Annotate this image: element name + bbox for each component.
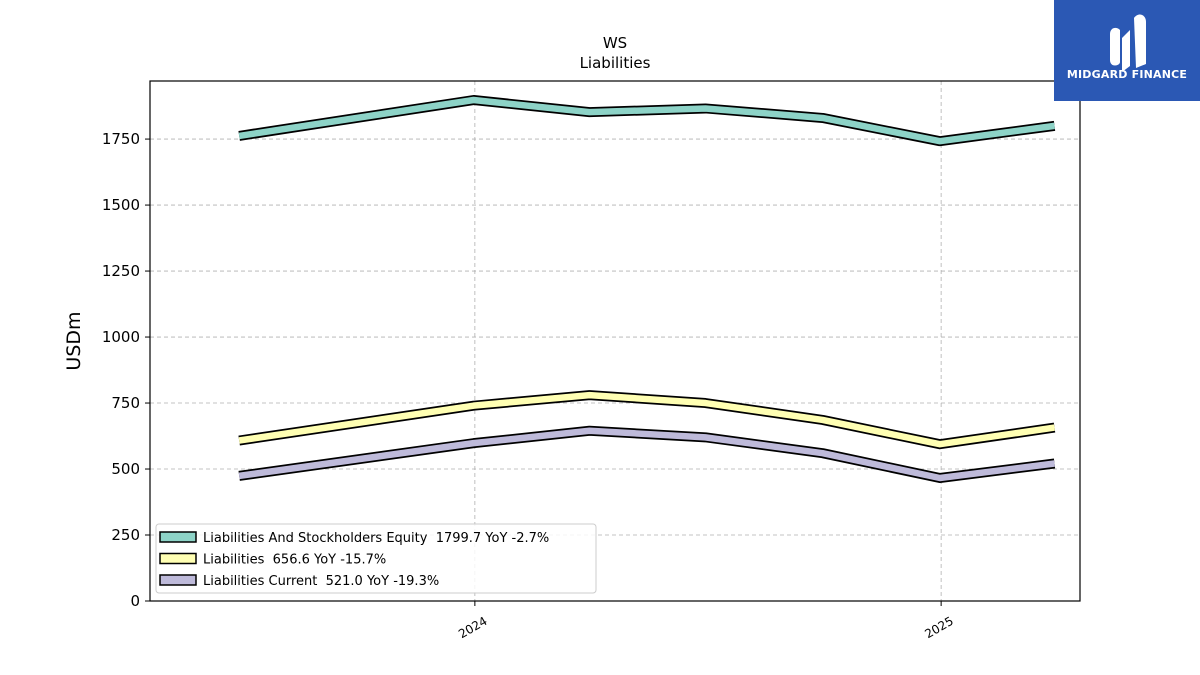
data-point (472, 442, 475, 445)
data-point (704, 107, 707, 110)
grid (150, 81, 1080, 601)
data-point (704, 436, 707, 439)
series-line-1 (238, 96, 1055, 145)
legend-frame (155, 523, 597, 594)
y-tick-label: 1500 (102, 196, 140, 214)
data-point (1053, 462, 1056, 465)
data-point (1053, 426, 1056, 429)
y-tick-label: 250 (111, 526, 140, 544)
data-point (938, 443, 941, 446)
chart-title: WS (603, 34, 627, 52)
legend-label-3: Liabilities Current 521.0 YoY -19.3% (203, 574, 439, 589)
legend: Liabilities And Stockholders Equity 1799… (155, 523, 597, 594)
x-tick-label: 2025 (922, 614, 955, 641)
data-point (588, 394, 591, 397)
series-outline-1 (238, 95, 1056, 147)
data-point (938, 140, 941, 143)
series-line-3 (238, 427, 1055, 482)
legend-swatch-3 (159, 574, 197, 586)
data-point (821, 452, 824, 455)
y-tick-label: 750 (111, 394, 140, 412)
data-point (938, 476, 941, 479)
x-tick-label: 2024 (456, 614, 489, 641)
series-line-2 (238, 391, 1055, 448)
data-point (588, 429, 591, 432)
data-point (1053, 124, 1056, 127)
data-point (238, 134, 241, 137)
y-tick-label: 1250 (102, 262, 140, 280)
data-point (821, 418, 824, 421)
brand-logo: MIDGARD FINANCE (1054, 0, 1200, 101)
midgard-logo-icon (1110, 14, 1146, 72)
data-point (472, 99, 475, 102)
brand-name: MIDGARD FINANCE (1066, 68, 1188, 81)
legend-label-1: Liabilities And Stockholders Equity 1799… (203, 531, 549, 546)
chart-subtitle: Liabilities (580, 54, 651, 72)
data-point (472, 404, 475, 407)
legend-swatch-1 (159, 531, 197, 543)
data-point (238, 439, 241, 442)
data-point (238, 474, 241, 477)
y-tick-label: 0 (130, 592, 140, 610)
y-axis-label: USDm (63, 311, 85, 370)
data-point (588, 111, 591, 114)
data-point (704, 402, 707, 405)
plot-frame (149, 80, 1081, 602)
series-group (238, 95, 1056, 483)
y-tick-label: 1750 (102, 130, 140, 148)
y-tick-label: 1000 (102, 328, 140, 346)
data-point (821, 116, 824, 119)
legend-swatch-2 (159, 552, 197, 565)
legend-label-2: Liabilities 656.6 YoY -15.7% (203, 553, 386, 568)
y-tick-label: 500 (111, 460, 140, 478)
